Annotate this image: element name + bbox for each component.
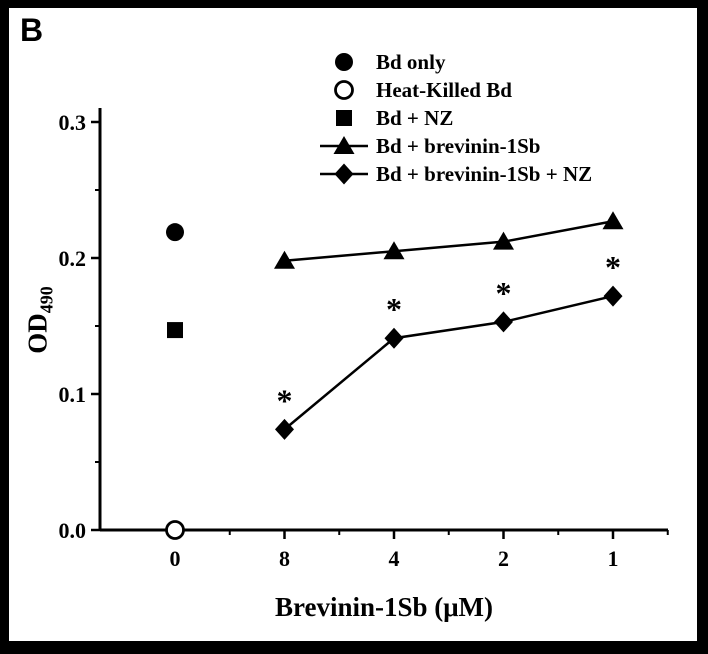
filled-triangle-marker (383, 241, 405, 260)
legend-item: Bd only (318, 48, 592, 76)
x-tick-label: 2 (498, 546, 509, 571)
legend-item: Bd + brevinin-1Sb (318, 132, 592, 160)
y-tick-label: 0.3 (59, 110, 87, 135)
legend-label: Bd + brevinin-1Sb (376, 133, 541, 158)
significance-asterisk: * (386, 291, 402, 327)
filled-triangle-marker (602, 211, 624, 230)
x-axis-title: Brevinin-1Sb (μM) (274, 592, 494, 622)
legend: Bd only Heat-Killed Bd Bd + NZ Bd + brevini… (318, 48, 592, 188)
filled-square-marker (336, 110, 352, 126)
filled-triangle-marker (274, 250, 295, 269)
legend-marker (335, 53, 353, 71)
y-tick-label: 0.1 (59, 382, 87, 407)
y-tick-label: 0.0 (59, 518, 87, 543)
filled-triangle-marker (333, 136, 355, 154)
legend-marker (334, 80, 354, 100)
significance-asterisk: * (496, 275, 512, 311)
open-circle-marker (334, 80, 354, 100)
legend-marker (336, 110, 352, 126)
legend-label: Bd + NZ (376, 105, 454, 130)
panel-label: B (20, 12, 44, 48)
y-axis-title: OD490 (22, 286, 57, 354)
open-circle-marker (165, 520, 185, 540)
x-tick-label: 0 (170, 546, 181, 571)
y-axis-title-main: OD (22, 313, 53, 354)
series-line (283, 294, 614, 431)
legend-marker (320, 163, 368, 185)
significance-asterisk: * (277, 382, 293, 418)
legend-item: Bd + brevinin-1Sb + NZ (318, 160, 592, 188)
x-tick-label: 4 (389, 546, 400, 571)
legend-label: Bd + brevinin-1Sb + NZ (376, 161, 593, 186)
x-tick-label: 8 (279, 546, 290, 571)
filled-diamond-marker (384, 327, 404, 349)
legend-item: Bd + NZ (318, 104, 592, 132)
series-line (284, 220, 614, 262)
filled-circle-marker (335, 53, 353, 71)
plot-background (9, 8, 697, 641)
legend-marker (320, 136, 368, 154)
y-tick-label: 0.2 (59, 246, 87, 271)
filled-diamond-marker (334, 163, 354, 185)
legend-label: Bd only (376, 49, 446, 74)
filled-triangle-marker (493, 231, 514, 250)
filled-diamond-marker (603, 285, 623, 307)
filled-circle-marker (166, 223, 184, 242)
filled-diamond-marker (494, 311, 513, 333)
x-tick-label: 1 (608, 546, 619, 571)
filled-diamond-marker (275, 418, 294, 440)
legend-label: Heat-Killed Bd (376, 77, 512, 102)
y-axis-title-sub: 490 (36, 286, 57, 314)
filled-square-marker (167, 322, 183, 339)
significance-asterisk: * (605, 249, 621, 285)
legend-item: Heat-Killed Bd (318, 76, 592, 104)
